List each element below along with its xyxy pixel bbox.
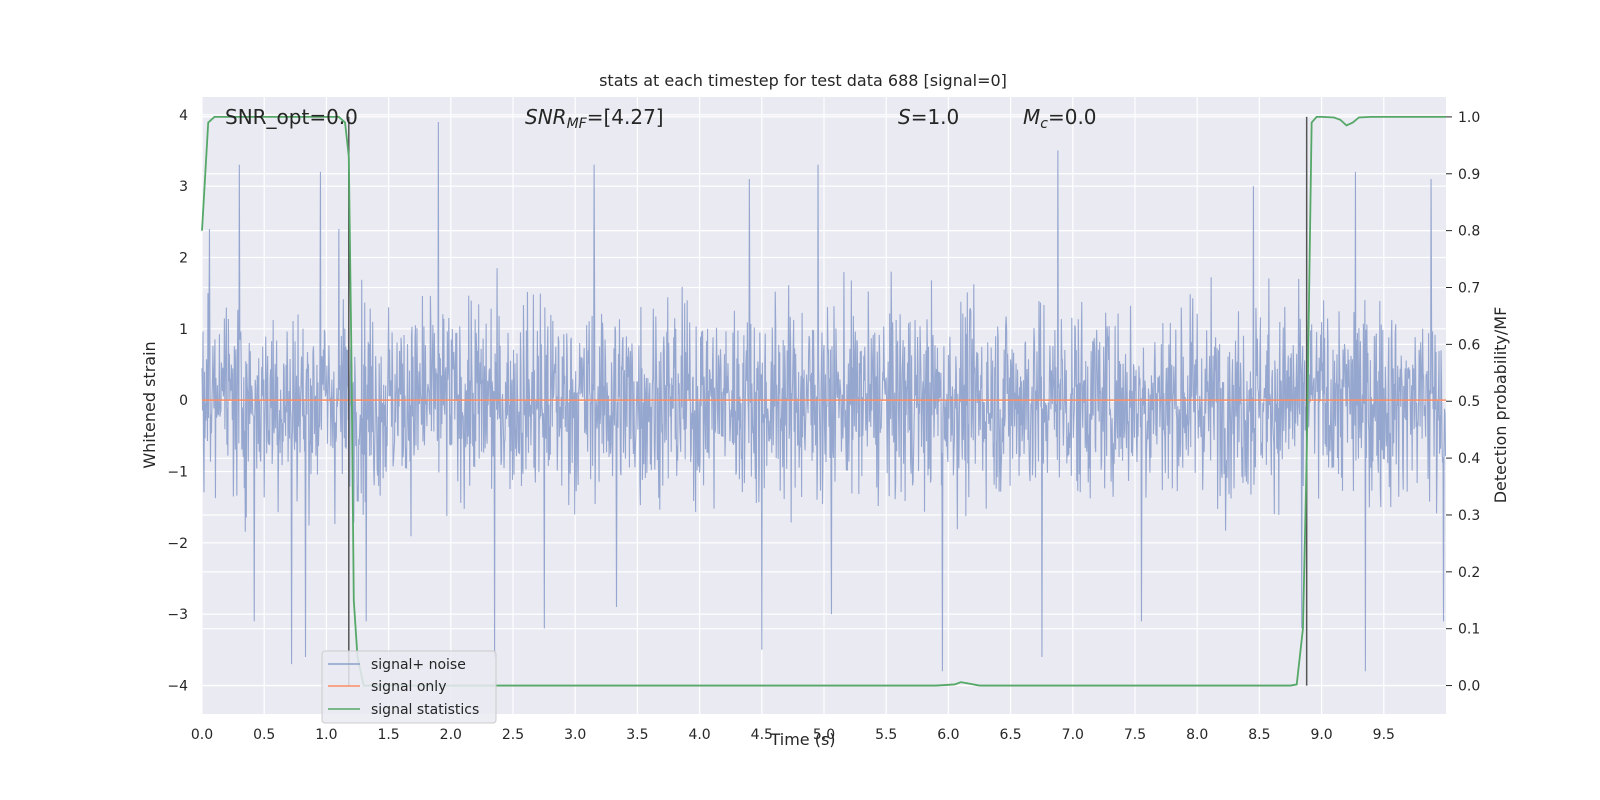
left-y-tick-label: −1: [167, 464, 188, 480]
right-y-tick-label: 1.0: [1458, 110, 1480, 126]
x-tick-label: 6.5: [999, 727, 1021, 743]
snr-mf-value: =[4.27]: [587, 105, 664, 129]
snr-mf-sub: MF: [567, 116, 588, 132]
x-tick-label: 7.5: [1124, 727, 1146, 743]
x-tick-label: 9.5: [1373, 727, 1395, 743]
signal-noise-trace: [201, 121, 1447, 672]
left-y-axis-label: Whitened strain: [140, 341, 159, 468]
right-y-tick-label: 0.3: [1458, 508, 1480, 524]
x-tick-label: 6.0: [937, 727, 959, 743]
x-tick-label: 4.0: [688, 727, 710, 743]
legend: signal+ noise signal only signal statist…: [321, 650, 497, 724]
left-y-tick-label: 4: [179, 108, 188, 124]
x-tick-label: 1.5: [377, 727, 399, 743]
left-y-tick-label: −4: [167, 678, 188, 694]
left-y-tick-label: −3: [167, 607, 188, 623]
legend-label-noise: signal+ noise: [371, 657, 466, 673]
annotation-s: S=1.0: [898, 105, 959, 129]
s-value: =1.0: [911, 105, 960, 129]
mc-sub: c: [1040, 116, 1048, 132]
x-axis-label: Time (s): [769, 730, 835, 749]
x-tick-label: 5.5: [875, 727, 897, 743]
right-y-tick-label: 0.1: [1458, 622, 1480, 638]
x-axis-ticks: 0.0 0.5 1.0 1.5 2.0 2.5 3.0 3.5 4.0 4.5 5.0 5.5 6.0 6…: [191, 727, 1395, 743]
left-y-tick-label: 3: [179, 179, 188, 195]
right-y-axis-label: Detection probability/MF: [1491, 307, 1510, 504]
x-tick-label: 3.5: [626, 727, 648, 743]
left-y-tick-label: 1: [179, 322, 188, 338]
left-y-tick-label: 0: [179, 393, 188, 409]
mc-value: =0.0: [1048, 105, 1097, 129]
left-y-tick-label: −2: [167, 536, 188, 552]
right-y-axis-ticks: 0.0 0.1 0.2 0.3 0.4 0.5 0.6 0.7 0.8 0.9 1.0: [1446, 110, 1480, 695]
legend-label-statistics: signal statistics: [371, 702, 479, 718]
right-y-tick-label: 0.2: [1458, 565, 1480, 581]
right-y-tick-label: 0.4: [1458, 451, 1480, 467]
signal-statistics-line: [201, 116, 1446, 687]
right-y-tick-label: 0.6: [1458, 337, 1480, 353]
x-tick-label: 5.0: [813, 727, 835, 743]
snr-mf-prefix: SNR: [525, 105, 567, 129]
annotation-snr-opt: SNR_opt=0.0: [225, 105, 358, 129]
x-tick-label: 0.0: [191, 727, 213, 743]
x-tick-label: 9.0: [1310, 727, 1332, 743]
s-prefix: S: [898, 105, 911, 129]
chart-title: stats at each timestep for test data 688…: [599, 71, 1007, 90]
signal-noise-series: [201, 121, 1447, 672]
left-y-axis-ticks: −4 −3 −2 −1 0 1 2 3 4: [167, 108, 188, 695]
x-tick-label: 1.0: [315, 727, 337, 743]
x-tick-label: 2.5: [502, 727, 524, 743]
x-tick-label: 2.0: [440, 727, 462, 743]
annotation-mc: Mc=0.0: [1023, 105, 1097, 132]
right-y-tick-label: 0.9: [1458, 167, 1480, 183]
x-tick-label: 8.0: [1186, 727, 1208, 743]
right-y-tick-label: 0.8: [1458, 224, 1480, 240]
mc-prefix: M: [1023, 105, 1040, 129]
right-y-tick-label: 0.0: [1458, 679, 1480, 695]
annotation-snr-mf: SNRMF=[4.27]: [525, 105, 664, 132]
x-tick-label: 7.0: [1062, 727, 1084, 743]
right-y-tick-label: 0.5: [1458, 394, 1480, 410]
right-y-tick-label: 0.7: [1458, 281, 1480, 297]
legend-box: [321, 650, 497, 724]
x-tick-label: 0.5: [253, 727, 275, 743]
x-tick-label: 4.5: [751, 727, 773, 743]
x-tick-label: 3.0: [564, 727, 586, 743]
legend-label-signal: signal only: [371, 679, 446, 695]
x-tick-label: 8.5: [1248, 727, 1270, 743]
left-y-tick-label: 2: [179, 250, 188, 266]
